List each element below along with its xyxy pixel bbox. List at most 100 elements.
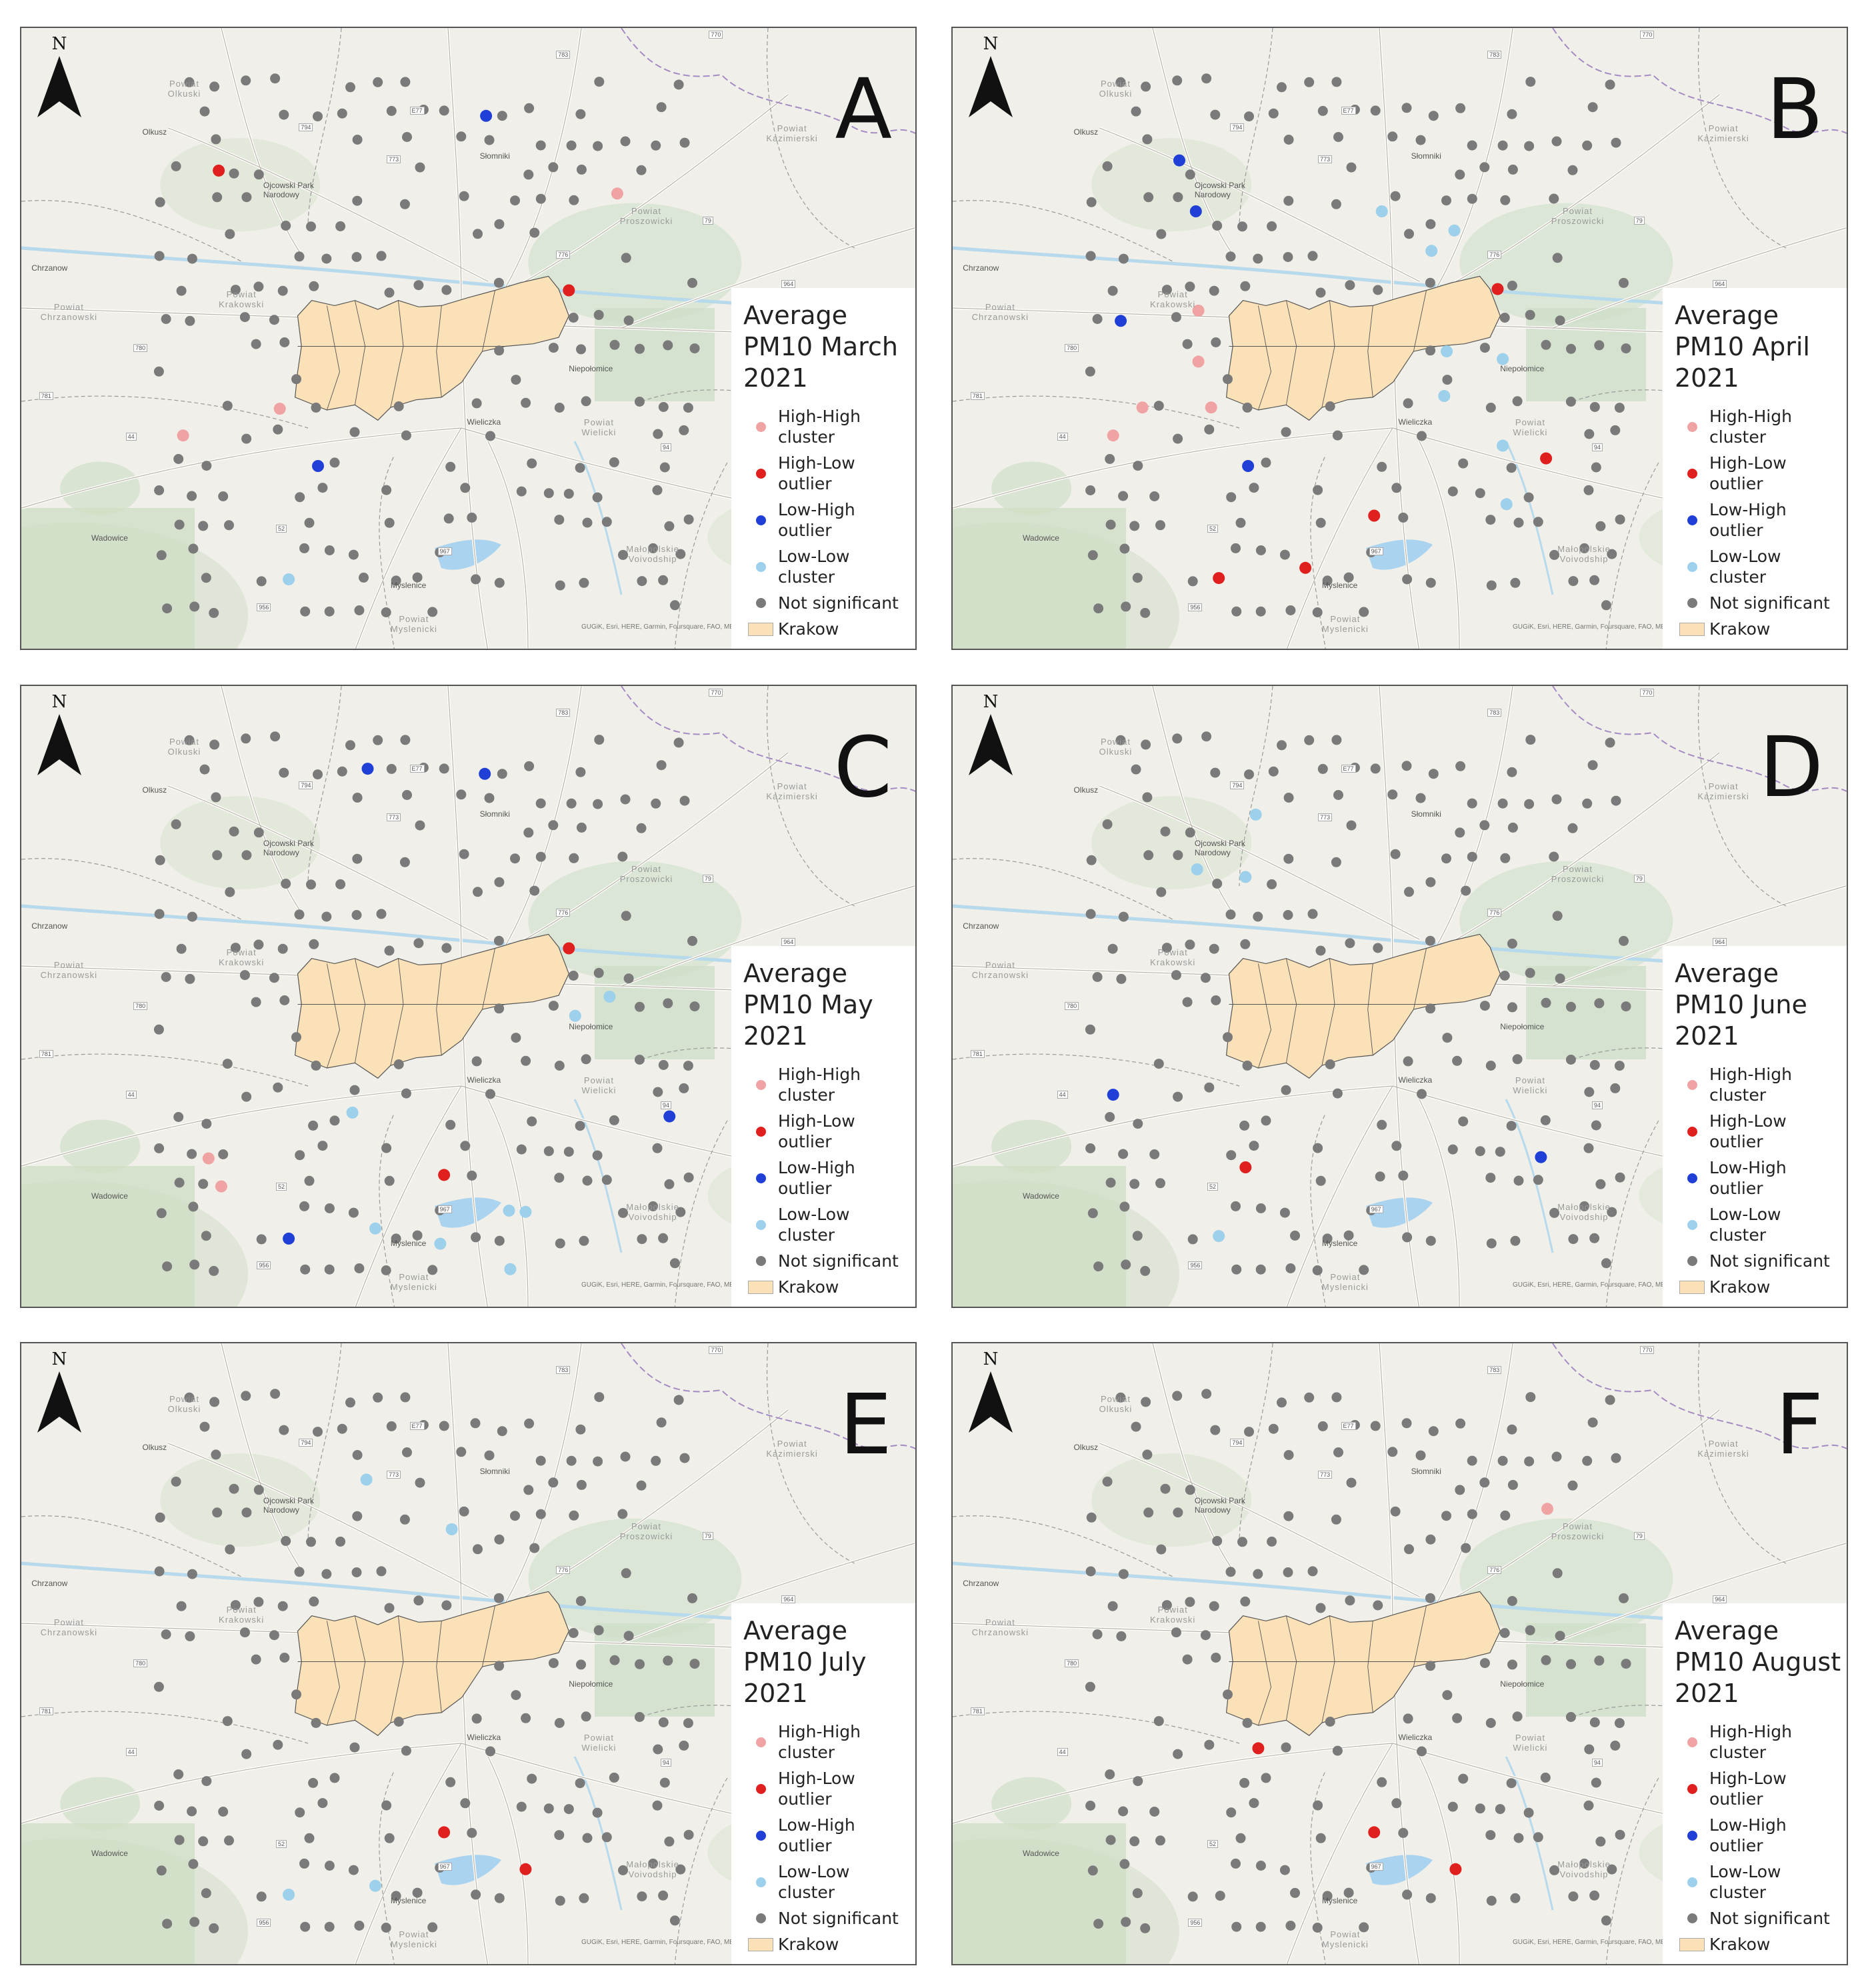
station-point-not-significant xyxy=(1479,343,1490,353)
station-point-not-significant xyxy=(1495,1804,1505,1815)
road-number-label: 780 xyxy=(1065,1659,1079,1667)
station-point-not-significant xyxy=(1595,521,1606,531)
map-panel-f: Olkusz Słomniki Chrzanow Niepołomice Wielicz… xyxy=(951,1342,1848,1965)
legend-symbol xyxy=(743,1937,778,1951)
station-point-not-significant xyxy=(1621,1001,1631,1012)
station-point-not-significant xyxy=(1317,763,1328,774)
station-point-not-significant xyxy=(658,1717,669,1727)
legend-symbol xyxy=(743,1280,778,1294)
station-point-not-significant xyxy=(209,1265,219,1276)
station-point-not-significant xyxy=(593,967,604,978)
station-point-not-significant xyxy=(384,517,395,528)
station-point-not-significant xyxy=(1566,1659,1576,1669)
station-point-not-significant xyxy=(1312,1923,1323,1933)
place-label: Niepołomice xyxy=(569,364,613,374)
station-point-not-significant xyxy=(1615,1829,1625,1840)
station-point-not-significant xyxy=(400,77,411,87)
station-point-not-significant xyxy=(1401,761,1412,771)
station-point-not-significant xyxy=(555,1238,565,1249)
station-point-not-significant xyxy=(222,1716,233,1727)
station-point-not-significant xyxy=(1129,521,1140,531)
station-point-not-significant xyxy=(439,763,449,774)
county-label: Powiat Myslenicki xyxy=(1321,1271,1369,1292)
legend-symbol xyxy=(1675,622,1709,636)
station-point-not-significant xyxy=(1143,192,1154,203)
road-number-label: 776 xyxy=(556,251,571,259)
station-point-not-significant xyxy=(634,397,645,407)
station-point-not-significant xyxy=(1565,1712,1576,1722)
station-point-not-significant xyxy=(1425,935,1435,946)
station-point-not-significant xyxy=(543,1146,554,1157)
station-point-not-significant xyxy=(471,1232,481,1243)
krakow-polygon xyxy=(1225,1591,1501,1737)
legend-label: Low-Low cluster xyxy=(778,1205,850,1245)
station-point-not-significant xyxy=(441,1600,452,1611)
station-point-low-low xyxy=(283,573,295,585)
legend-label: Low-Low cluster xyxy=(778,1862,850,1902)
station-point-not-significant xyxy=(402,790,412,800)
legend-symbol xyxy=(1675,1280,1709,1294)
station-point-high-high xyxy=(273,403,286,415)
station-point-not-significant xyxy=(415,1477,425,1488)
station-point-not-significant xyxy=(413,938,424,949)
station-point-not-significant xyxy=(594,735,605,745)
station-point-not-significant xyxy=(1525,735,1536,745)
county-label: Powiat Olkuski xyxy=(1099,737,1133,757)
station-point-not-significant xyxy=(401,430,411,441)
place-label: Niepołomice xyxy=(1500,1022,1545,1032)
station-point-not-significant xyxy=(576,1659,586,1670)
station-point-not-significant xyxy=(566,140,577,151)
station-point-not-significant xyxy=(1345,938,1355,949)
station-point-not-significant xyxy=(1092,1629,1103,1639)
road-number-label: 94 xyxy=(660,443,671,451)
station-point-not-significant xyxy=(1375,1171,1385,1182)
station-point-not-significant xyxy=(222,1059,233,1069)
legend-label: High-High cluster xyxy=(1709,1722,1792,1762)
station-point-not-significant xyxy=(659,462,670,473)
station-point-not-significant xyxy=(683,514,694,525)
station-point-not-significant xyxy=(401,1088,411,1099)
station-point-not-significant xyxy=(1315,1175,1326,1186)
station-point-not-significant xyxy=(1255,1203,1266,1213)
station-point-not-significant xyxy=(1172,1391,1183,1401)
station-point-not-significant xyxy=(351,1567,362,1577)
station-point-not-significant xyxy=(1391,1798,1402,1809)
road-number-label: 773 xyxy=(387,1471,401,1479)
station-point-not-significant xyxy=(1107,285,1118,296)
station-point-not-significant xyxy=(1160,826,1171,837)
legend-symbol xyxy=(743,1173,778,1183)
station-point-low-low xyxy=(1448,224,1461,237)
place-label: Wieliczka xyxy=(1398,1075,1433,1085)
station-point-not-significant xyxy=(1390,849,1401,859)
map-attribution: GUGiK, Esri, HERE, Garmin, Foursquare, F… xyxy=(581,1939,760,1946)
station-point-not-significant xyxy=(609,1655,620,1665)
station-point-not-significant xyxy=(1102,161,1113,171)
legend-item-krakow: Krakow xyxy=(1675,1277,1847,1297)
road-number-label: 780 xyxy=(133,1659,148,1667)
road-number-label: 773 xyxy=(1318,1471,1333,1479)
station-point-not-significant xyxy=(1237,1537,1247,1547)
station-point-not-significant xyxy=(593,309,604,320)
station-point-not-significant xyxy=(184,735,195,745)
station-point-not-significant xyxy=(201,573,211,583)
station-point-not-significant xyxy=(484,793,495,803)
station-point-not-significant xyxy=(521,397,531,408)
station-point-not-significant xyxy=(1279,549,1290,560)
station-point-not-significant xyxy=(412,572,423,583)
station-point-not-significant xyxy=(1133,1776,1143,1787)
station-point-not-significant xyxy=(187,1806,197,1817)
station-point-not-significant xyxy=(1333,132,1343,142)
station-point-not-significant xyxy=(1119,543,1130,554)
station-point-not-significant xyxy=(279,109,289,120)
station-point-not-significant xyxy=(153,366,164,377)
station-point-not-significant xyxy=(413,1595,424,1606)
station-point-not-significant xyxy=(1614,1718,1625,1729)
station-point-not-significant xyxy=(384,945,395,956)
station-point-not-significant xyxy=(623,973,634,984)
station-point-not-significant xyxy=(1458,1773,1469,1784)
station-point-not-significant xyxy=(295,1150,305,1161)
station-point-not-significant xyxy=(636,823,647,833)
station-point-not-significant xyxy=(535,1455,546,1466)
station-point-not-significant xyxy=(675,1207,686,1217)
station-point-not-significant xyxy=(1325,1059,1335,1069)
